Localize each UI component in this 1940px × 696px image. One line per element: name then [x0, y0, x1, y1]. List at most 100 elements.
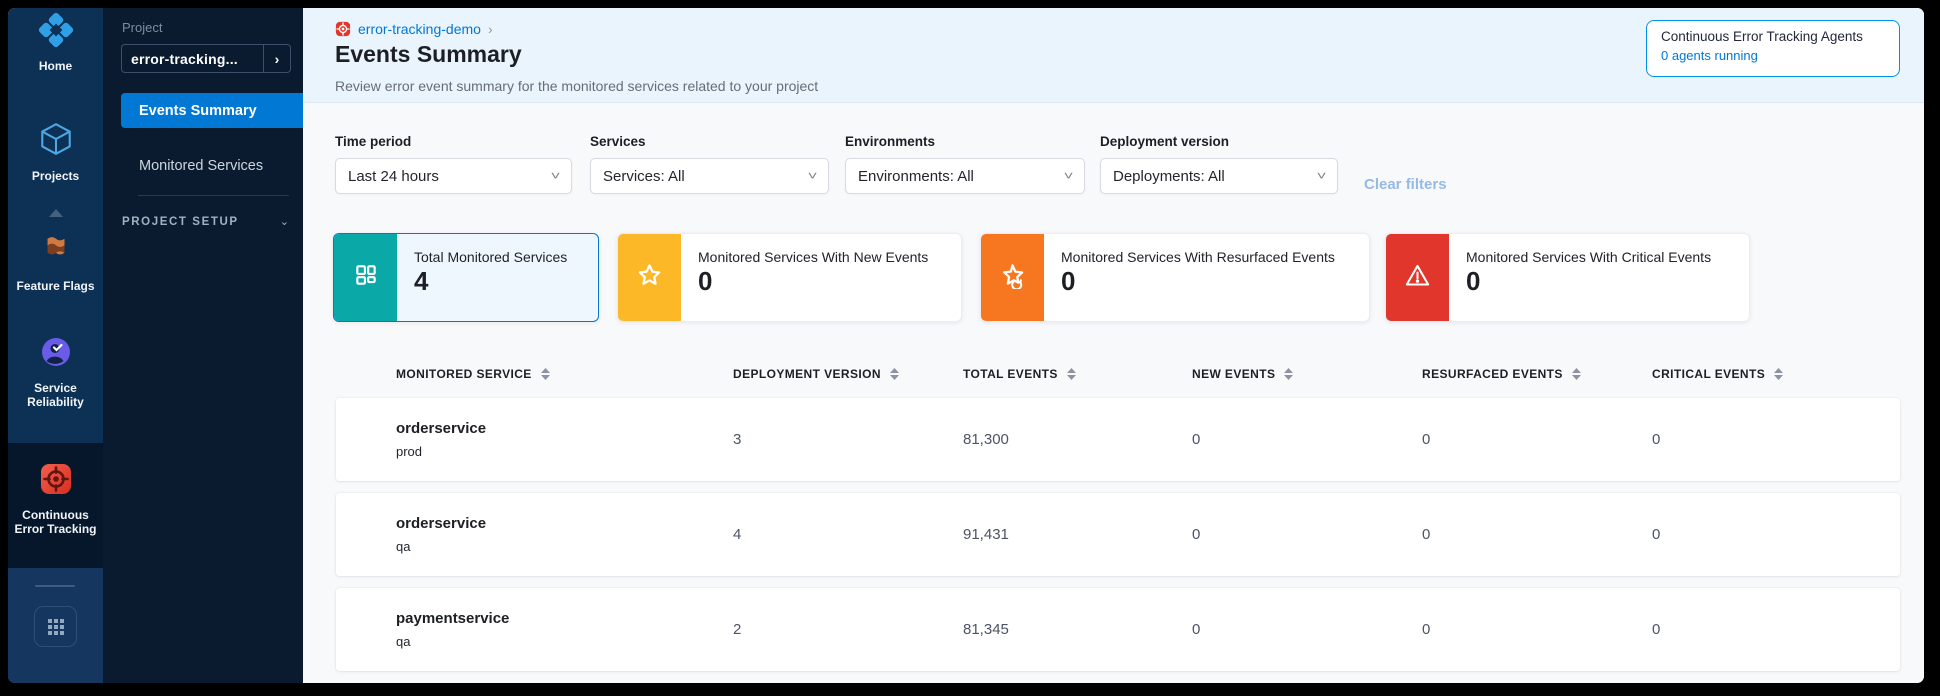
total-events-cell: 81,345 — [963, 621, 1009, 638]
breadcrumb-project-link[interactable]: error-tracking-demo — [358, 21, 481, 37]
sidebar-item-events-summary[interactable]: Events Summary — [121, 93, 303, 128]
rail-label: Home — [38, 59, 73, 73]
sort-icon[interactable] — [1284, 368, 1294, 380]
page-subtitle: Review error event summary for the monit… — [335, 78, 819, 94]
table-row[interactable]: orderservice prod 3 81,300 0 0 0 — [336, 398, 1900, 481]
critical-events-cell: 0 — [1652, 621, 1661, 638]
rail-item-cet-inner: Continuous Error Tracking — [8, 461, 103, 536]
error-tracking-icon — [335, 21, 351, 37]
column-header: DEPLOYMENT VERSION — [733, 367, 881, 381]
card-icon-block — [1386, 234, 1449, 321]
filter-deployment-version: Deployment version Deployments: All ˅ — [1100, 134, 1338, 194]
filter-label: Deployment version — [1100, 134, 1230, 149]
card-icon-block — [618, 234, 681, 321]
page-title: Events Summary — [335, 41, 522, 67]
sidebar-item-label: Monitored Services — [139, 158, 264, 174]
deployments-dropdown[interactable]: Deployments: All ˅ — [1100, 158, 1338, 194]
service-environment: qa — [396, 539, 411, 554]
rail-label: Feature Flags — [16, 279, 95, 293]
total-events-cell: 81,300 — [963, 431, 1009, 448]
service-name: orderservice — [396, 515, 487, 532]
card-label: Monitored Services With Resurfaced Event… — [1061, 249, 1335, 265]
table-header: MONITORED SERVICE DEPLOYMENT VERSION TOT… — [336, 355, 1900, 393]
dropdown-value: Deployments: All — [1113, 167, 1225, 185]
rail-scroll-up[interactable] — [8, 208, 103, 218]
rail-item-service-reliability[interactable]: Service Reliability — [8, 334, 103, 409]
card-total-monitored-services[interactable]: Total Monitored Services 4 — [333, 233, 599, 322]
card-icon-block — [981, 234, 1044, 321]
error-tracking-icon — [38, 461, 74, 502]
project-sidebar: Project error-tracking... › Events Summa… — [103, 8, 303, 683]
card-new-events[interactable]: Monitored Services With New Events 0 — [617, 233, 962, 322]
critical-events-cell: 0 — [1652, 526, 1661, 543]
rail-label: Projects — [31, 169, 80, 183]
star-resurfaced-icon — [999, 262, 1026, 294]
warning-icon — [1404, 262, 1431, 294]
service-name: orderservice — [396, 420, 487, 437]
sort-icon[interactable] — [1066, 368, 1076, 380]
chevron-down-icon: ˅ — [550, 169, 561, 183]
services-dropdown[interactable]: Services: All ˅ — [590, 158, 829, 194]
resurfaced-events-cell: 0 — [1422, 621, 1431, 638]
clear-filters-button[interactable]: Clear filters — [1364, 176, 1447, 193]
resurfaced-events-cell: 0 — [1422, 526, 1431, 543]
rail-item-feature-flags[interactable]: Feature Flags — [8, 234, 103, 293]
chevron-down-icon: ˅ — [807, 169, 818, 183]
chevron-down-icon: ˅ — [1316, 169, 1327, 183]
table-row[interactable]: paymentservice qa 2 81,345 0 0 0 — [336, 588, 1900, 671]
card-value: 4 — [414, 266, 429, 296]
sort-icon[interactable] — [1571, 368, 1581, 380]
time-period-dropdown[interactable]: Last 24 hours ˅ — [335, 158, 572, 194]
rail-bottom-section — [8, 568, 103, 683]
filter-time-period: Time period Last 24 hours ˅ — [335, 134, 572, 194]
rail-item-cet-selected[interactable]: Continuous Error Tracking — [8, 443, 103, 568]
project-selector[interactable]: error-tracking... › — [121, 44, 291, 73]
column-header: MONITORED SERVICE — [396, 367, 532, 381]
filter-environments: Environments Environments: All ˅ — [845, 134, 1085, 194]
new-events-cell: 0 — [1192, 621, 1201, 638]
deployment-version-cell: 4 — [733, 526, 742, 543]
all-modules-grid-button[interactable] — [34, 606, 77, 647]
agents-running-link[interactable]: 0 agents running — [1661, 48, 1758, 63]
sidebar-item-monitored-services[interactable]: Monitored Services — [139, 158, 263, 174]
sort-icon[interactable] — [540, 368, 550, 380]
card-critical-events[interactable]: Monitored Services With Critical Events … — [1385, 233, 1750, 322]
table-row[interactable]: orderservice qa 4 91,431 0 0 0 — [336, 493, 1900, 576]
rail-label: Service Reliability — [27, 381, 84, 409]
card-value: 0 — [1061, 266, 1076, 296]
star-icon — [636, 262, 663, 294]
card-value: 0 — [1466, 266, 1481, 296]
critical-events-cell: 0 — [1652, 431, 1661, 448]
service-name: paymentservice — [396, 610, 510, 627]
sort-icon[interactable] — [1774, 368, 1784, 380]
resurfaced-events-cell: 0 — [1422, 431, 1431, 448]
rail-item-home[interactable]: Home — [8, 12, 103, 73]
breadcrumb: error-tracking-demo › — [335, 21, 493, 37]
app-window: Home Projects Feature Flags Service Reli… — [8, 8, 1924, 683]
filter-label: Services — [590, 134, 646, 149]
environments-dropdown[interactable]: Environments: All ˅ — [845, 158, 1085, 194]
card-resurfaced-events[interactable]: Monitored Services With Resurfaced Event… — [980, 233, 1370, 322]
rail-item-projects[interactable]: Projects — [8, 120, 103, 183]
agents-box-title: Continuous Error Tracking Agents — [1661, 29, 1863, 44]
new-events-cell: 0 — [1192, 526, 1201, 543]
card-label: Monitored Services With New Events — [698, 249, 929, 265]
new-events-cell: 0 — [1192, 431, 1201, 448]
total-events-cell: 91,431 — [963, 526, 1009, 543]
card-label: Total Monitored Services — [414, 249, 568, 265]
rail-divider — [35, 585, 75, 587]
card-icon-block — [334, 234, 397, 321]
project-setup-toggle[interactable]: PROJECT SETUP ⌄ — [122, 215, 289, 229]
sidebar-item-label: Events Summary — [139, 102, 257, 119]
harness-home-icon — [38, 12, 74, 53]
sidebar-divider — [138, 195, 289, 196]
chevron-down-icon: ˅ — [1063, 169, 1074, 183]
column-header: CRITICAL EVENTS — [1652, 367, 1766, 381]
filter-services: Services Services: All ˅ — [590, 134, 829, 194]
service-environment: prod — [396, 444, 423, 459]
dropdown-value: Last 24 hours — [348, 167, 439, 185]
cube-icon — [37, 120, 75, 163]
project-label: Project — [122, 20, 163, 35]
service-reliability-icon — [38, 334, 74, 375]
sort-icon[interactable] — [889, 368, 899, 380]
